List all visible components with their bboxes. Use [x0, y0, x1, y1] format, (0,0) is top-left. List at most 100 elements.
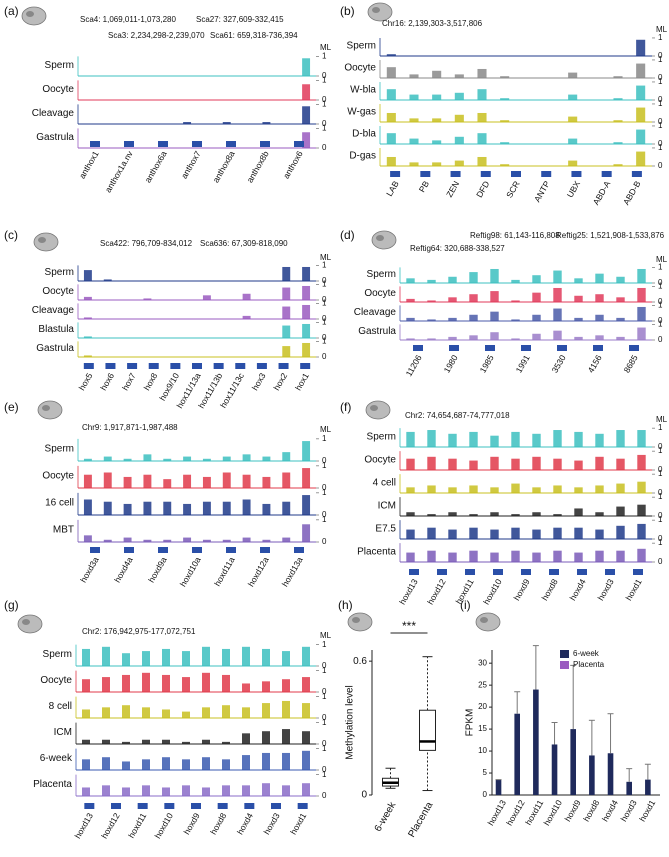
signal-bar — [242, 683, 250, 692]
signal-bar — [490, 529, 499, 539]
organism-icon — [372, 7, 380, 13]
signal-bar — [637, 504, 646, 516]
signal-bar — [616, 550, 625, 562]
gene-label: hox3 — [250, 371, 268, 392]
bar — [570, 729, 576, 795]
y-tick-label: 1 — [322, 744, 327, 753]
track-name: Gastrula — [36, 132, 74, 143]
signal-bar — [242, 785, 250, 796]
y-tick-label: 0 — [658, 335, 663, 344]
signal-bar — [386, 89, 396, 100]
x-tick-label: hoxd3 — [618, 798, 638, 823]
signal-bar — [122, 761, 130, 770]
gene-glyph — [557, 345, 567, 351]
y-tick-label: 1 — [322, 337, 327, 346]
signal-bar — [553, 270, 562, 283]
gene-label: hoxd4a — [112, 555, 135, 584]
y-tick-label: 1 — [322, 461, 327, 470]
gene-label: hoxd1 — [288, 811, 308, 836]
signal-bar — [386, 133, 396, 144]
signal-bar — [202, 672, 210, 692]
y-axis-label: FPKM — [465, 709, 476, 737]
signal-bar — [242, 707, 250, 718]
y-tick-label: 1 — [658, 515, 663, 524]
signal-bar — [636, 63, 646, 78]
signal-bar — [202, 501, 211, 515]
track-name: Oocyte — [364, 288, 396, 299]
gene-label: hoxd3a — [78, 555, 101, 584]
signal-bar — [202, 707, 210, 718]
gene-label: hoxd1 — [623, 577, 643, 602]
y-tick-label: 0 — [658, 557, 663, 566]
y-axis-label: Methylation level — [345, 685, 356, 759]
signal-bar — [469, 485, 478, 493]
region-label: Reftig64: 320,688-338,527 — [410, 244, 505, 253]
signal-bar — [83, 296, 92, 300]
signal-bar — [302, 646, 310, 666]
track-name: Gastrula — [358, 326, 396, 337]
panel-label: (g) — [4, 598, 19, 612]
y-tick-label: 0 — [322, 661, 327, 670]
gene-glyph — [294, 547, 304, 553]
gene-label: hox5 — [77, 371, 95, 392]
signal-bar — [102, 757, 110, 770]
signal-bar — [386, 67, 396, 78]
signal-bar — [448, 336, 457, 340]
signal-bar — [202, 539, 211, 542]
organism-icon — [376, 235, 384, 241]
signal-bar — [637, 523, 646, 539]
signal-bar — [574, 487, 583, 493]
signal-bar — [448, 487, 457, 493]
track-name: ICM — [54, 727, 72, 738]
signal-bar — [427, 338, 436, 340]
signal-bar — [636, 151, 646, 166]
track-name: Oocyte — [42, 84, 74, 95]
signal-bar — [427, 527, 436, 539]
signal-bar — [432, 162, 442, 166]
signal-bar — [448, 276, 457, 283]
gene-glyph — [164, 803, 175, 809]
signal-bar — [432, 140, 442, 144]
track-name: Sperm — [45, 60, 74, 71]
gene-glyph — [571, 171, 582, 177]
track-name: Oocyte — [40, 675, 72, 686]
signal-bar — [222, 785, 230, 796]
y-tick-label: 0 — [322, 314, 327, 323]
region-label: Reftig25: 1,521,908-1,533,876 — [556, 231, 665, 240]
signal-bar — [454, 92, 464, 100]
signal-bar — [469, 314, 478, 321]
signal-bar — [103, 539, 112, 542]
signal-bar — [182, 785, 190, 796]
signal-bar — [123, 537, 132, 542]
signal-bar — [282, 785, 290, 796]
organism-icon — [38, 237, 46, 243]
gene-label: 4156 — [586, 353, 604, 375]
signal-bar — [242, 755, 250, 770]
signal-bar — [427, 430, 436, 447]
track-name: W-gas — [347, 107, 376, 118]
gene-glyph — [271, 803, 281, 809]
y-tick-label: 0 — [322, 687, 327, 696]
gene-glyph — [521, 569, 531, 575]
signal-bar — [568, 72, 578, 78]
signal-bar — [616, 276, 625, 283]
gene-label: 8685 — [622, 353, 640, 375]
signal-bar — [532, 292, 541, 302]
signal-bar — [595, 335, 604, 340]
signal-bar — [82, 679, 90, 692]
organism-icon — [371, 230, 397, 250]
signal-bar — [613, 76, 623, 78]
organism-icon — [365, 400, 391, 420]
signal-bar — [532, 529, 541, 539]
gene-glyph — [521, 345, 531, 351]
gene-label: hoxd9 — [511, 577, 531, 602]
gene-label: hox7 — [120, 371, 138, 392]
panel-label: (d) — [340, 228, 355, 242]
signal-bar — [490, 332, 499, 340]
y-tick-label: 1 — [658, 446, 663, 455]
box — [419, 709, 436, 751]
signal-bar — [302, 703, 310, 718]
signal-bar — [637, 481, 646, 493]
signal-bar — [409, 162, 419, 166]
signal-bar — [616, 297, 625, 302]
